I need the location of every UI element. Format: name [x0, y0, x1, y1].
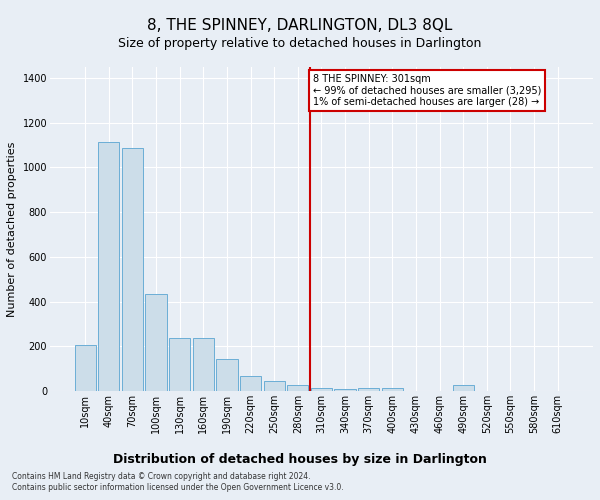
Bar [169, 338, 190, 391]
Text: 8, THE SPINNEY, DARLINGTON, DL3 8QL: 8, THE SPINNEY, DARLINGTON, DL3 8QL [148, 18, 452, 32]
Text: Contains public sector information licensed under the Open Government Licence v3: Contains public sector information licen… [12, 484, 344, 492]
Bar [334, 388, 356, 391]
Bar [145, 294, 167, 391]
Bar [217, 358, 238, 391]
Bar [382, 388, 403, 391]
Bar [287, 386, 308, 391]
Bar [74, 345, 96, 391]
Bar [358, 388, 379, 391]
Text: Distribution of detached houses by size in Darlington: Distribution of detached houses by size … [113, 452, 487, 466]
Bar [452, 386, 474, 391]
Bar [263, 381, 285, 391]
Bar [122, 148, 143, 391]
Y-axis label: Number of detached properties: Number of detached properties [7, 141, 17, 316]
Text: 8 THE SPINNEY: 301sqm
← 99% of detached houses are smaller (3,295)
1% of semi-de: 8 THE SPINNEY: 301sqm ← 99% of detached … [313, 74, 542, 107]
Text: Contains HM Land Registry data © Crown copyright and database right 2024.: Contains HM Land Registry data © Crown c… [12, 472, 311, 481]
Bar [311, 388, 332, 391]
Bar [98, 142, 119, 391]
Text: Size of property relative to detached houses in Darlington: Size of property relative to detached ho… [118, 38, 482, 51]
Bar [193, 338, 214, 391]
Bar [240, 376, 261, 391]
